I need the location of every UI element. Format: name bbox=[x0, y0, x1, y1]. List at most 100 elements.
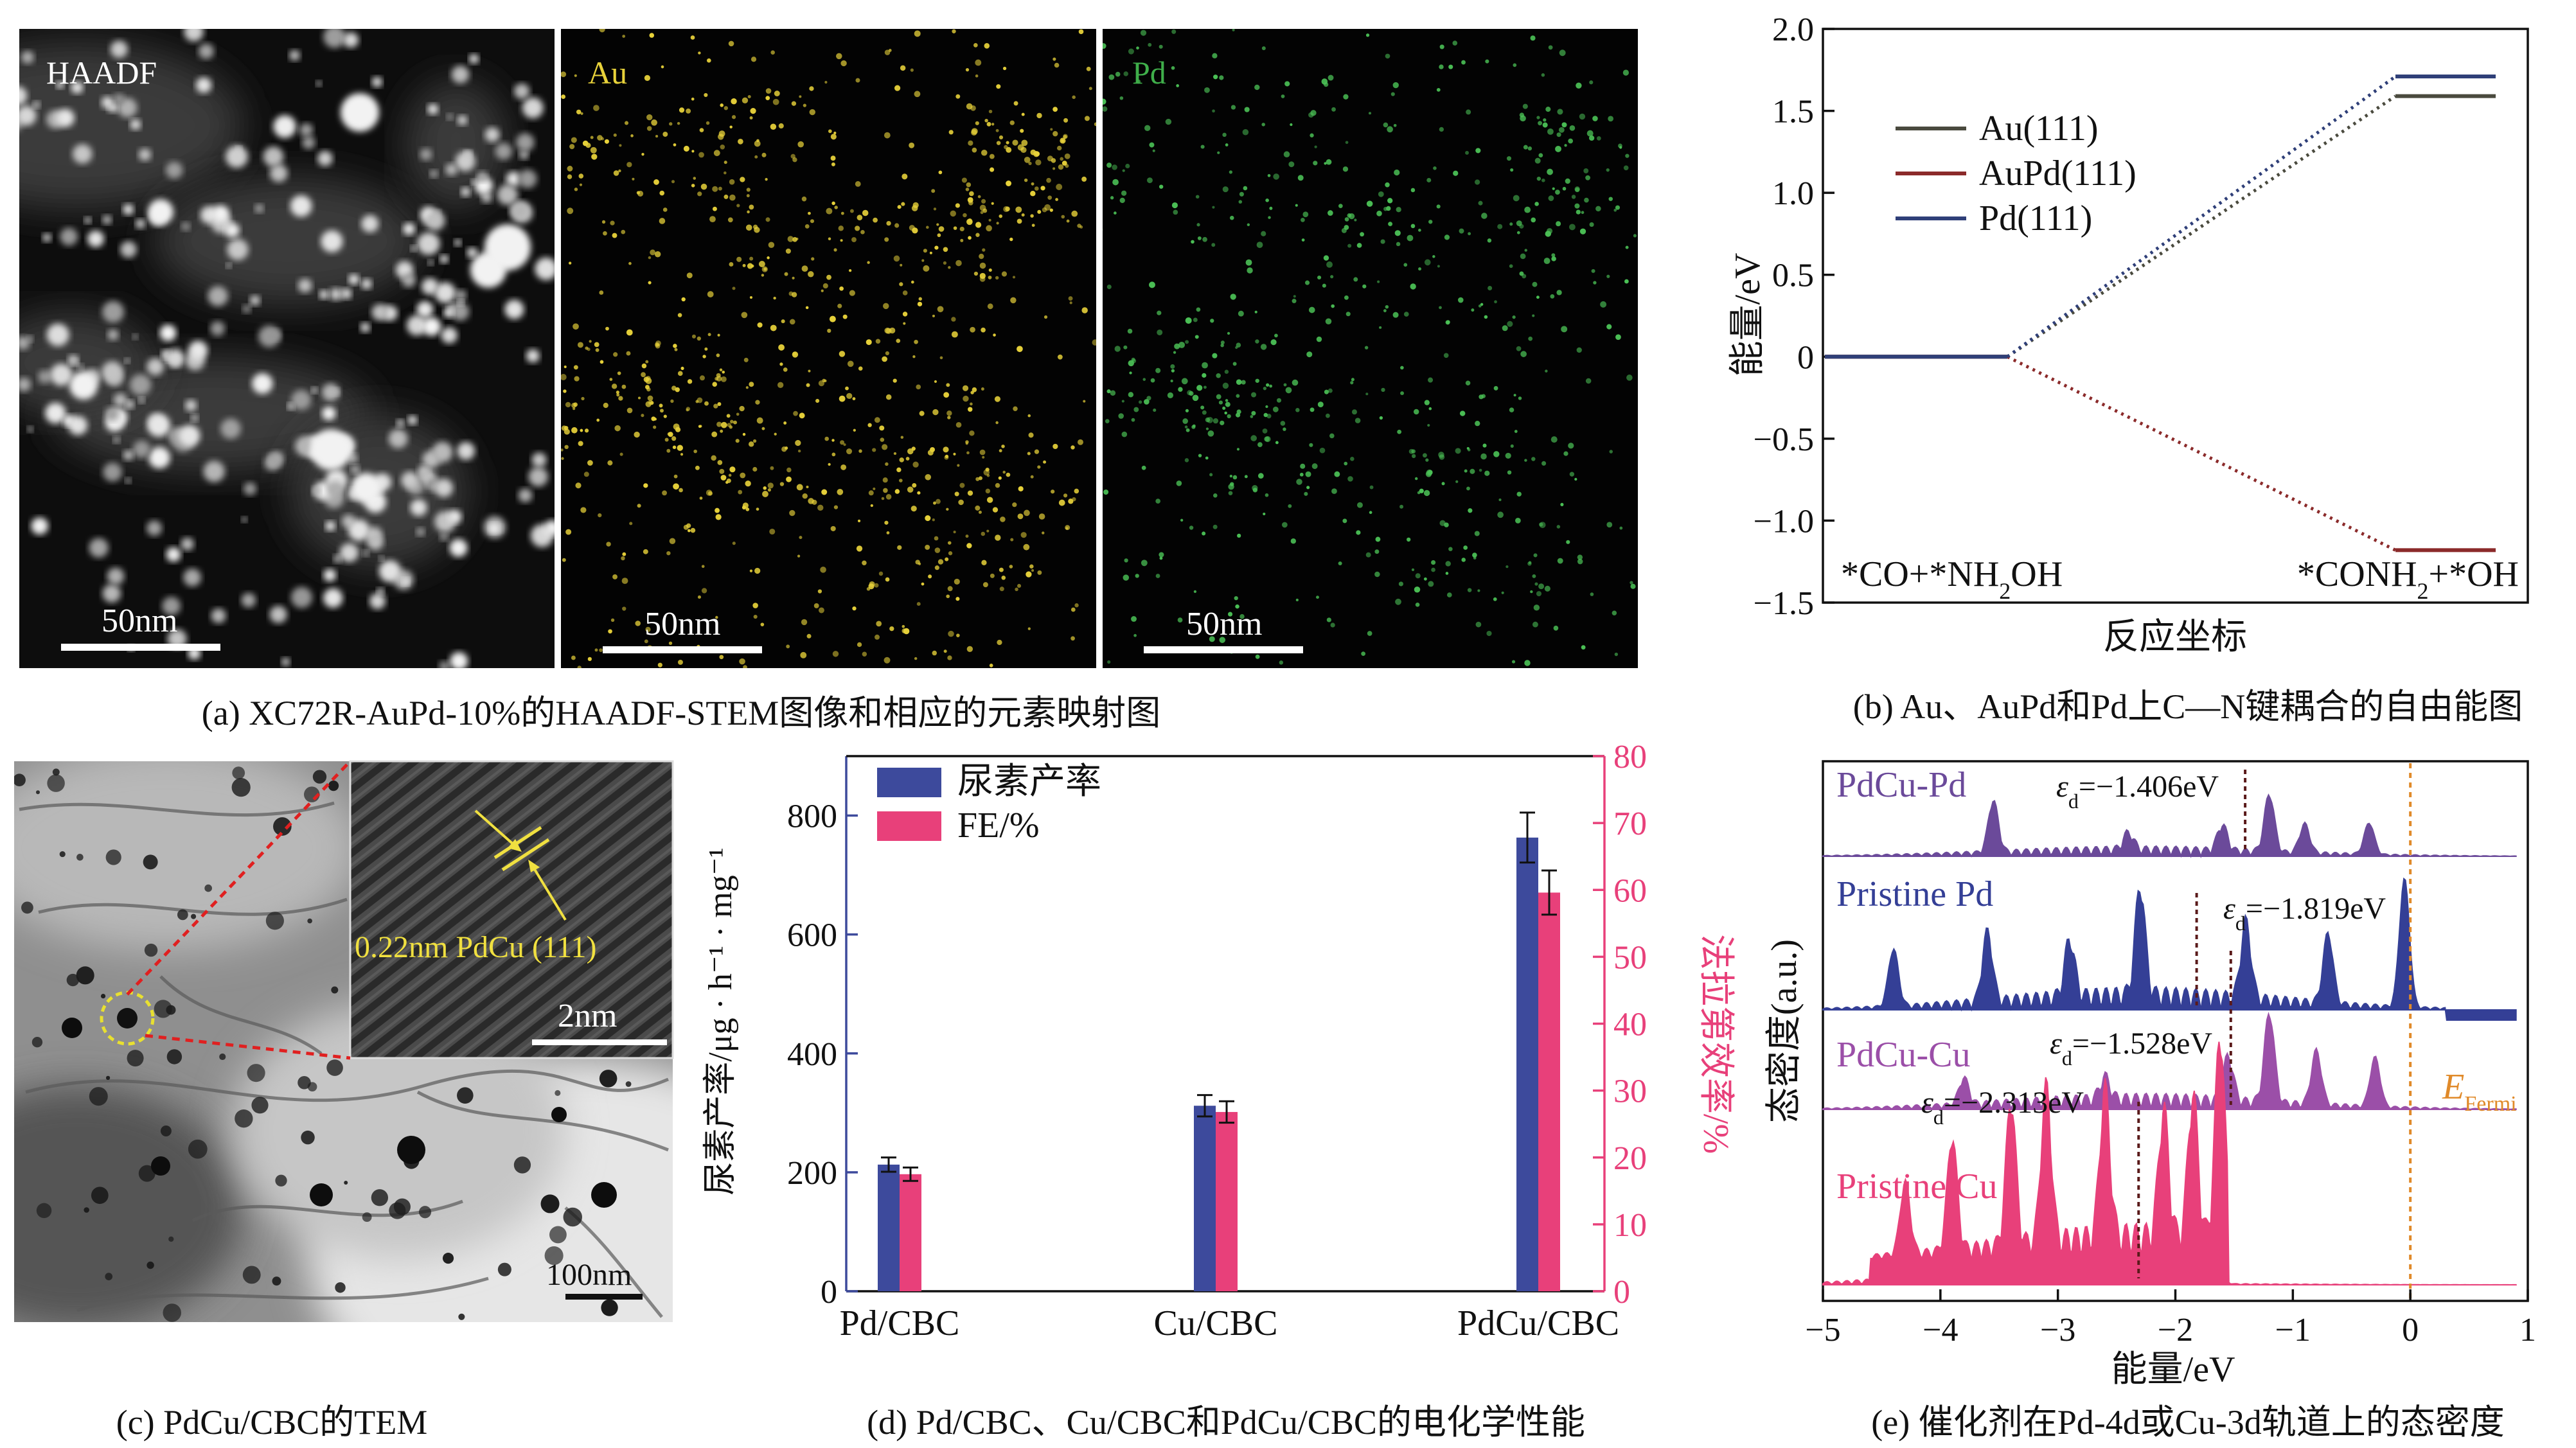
mapping-dot bbox=[1149, 142, 1155, 148]
mapping-dot bbox=[680, 366, 684, 370]
mapping-dot bbox=[1463, 545, 1468, 550]
mapping-dot bbox=[966, 646, 973, 652]
mapping-dot bbox=[1316, 336, 1322, 342]
mapping-dot bbox=[1414, 477, 1418, 481]
mapping-dot bbox=[1003, 206, 1009, 213]
mapping-dot bbox=[1326, 617, 1331, 622]
mapping-dot bbox=[954, 491, 959, 497]
haadf-particle bbox=[103, 463, 122, 482]
mapping-dot bbox=[1350, 457, 1355, 461]
carbon-sheets bbox=[19, 801, 669, 1318]
mapping-dot bbox=[693, 177, 697, 180]
mapping-dot bbox=[1123, 574, 1130, 581]
mapping-dot bbox=[1585, 378, 1592, 384]
mapping-dot bbox=[867, 261, 870, 264]
x-tick-label-e: 1 bbox=[2519, 1312, 2536, 1348]
mapping-dot bbox=[587, 460, 593, 466]
haadf-particle bbox=[294, 436, 315, 456]
mapping-dot bbox=[1074, 488, 1079, 494]
haadf-particle bbox=[73, 144, 93, 164]
mapping-dot bbox=[1013, 101, 1018, 106]
mapping-dot bbox=[641, 372, 646, 378]
mapping-dot bbox=[1112, 164, 1117, 170]
mapping-dot bbox=[701, 565, 705, 569]
mapping-dot bbox=[969, 191, 974, 197]
mapping-dot bbox=[608, 629, 612, 634]
mapping-dot bbox=[1342, 166, 1349, 172]
mapping-dot bbox=[1365, 393, 1369, 396]
mapping-dot bbox=[643, 549, 648, 554]
mapping-dot bbox=[713, 403, 718, 409]
mapping-dot bbox=[946, 383, 950, 387]
mapping-dot bbox=[1230, 105, 1236, 110]
metal-particle bbox=[35, 790, 40, 795]
mapping-dot bbox=[598, 513, 602, 518]
mapping-dot bbox=[818, 607, 824, 614]
mapping-dot bbox=[1425, 458, 1429, 462]
mapping-dot bbox=[613, 170, 619, 176]
mapping-dot bbox=[1530, 35, 1536, 41]
mapping-dot bbox=[1470, 468, 1475, 474]
mapping-dot bbox=[646, 376, 651, 381]
mapping-dot bbox=[1069, 301, 1072, 305]
caption-e: (e) 催化剂在Pd-4d或Cu-3d轨道上的态密度 bbox=[1871, 1403, 2504, 1442]
mapping-dot bbox=[773, 296, 776, 300]
mapping-dot bbox=[951, 317, 956, 322]
haadf-particle bbox=[198, 43, 214, 59]
mapping-dot bbox=[1155, 499, 1160, 504]
mapping-dot bbox=[1047, 195, 1053, 200]
mapping-dot bbox=[1141, 465, 1146, 470]
mapping-dot bbox=[959, 482, 965, 488]
mapping-dot bbox=[1181, 378, 1188, 385]
mapping-dot bbox=[826, 274, 831, 280]
mapping-dot bbox=[1585, 175, 1590, 181]
mapping-dot bbox=[953, 452, 956, 455]
mapping-dot bbox=[1426, 177, 1432, 182]
mapping-dot bbox=[1481, 213, 1488, 219]
legend-label-b: Pd(111) bbox=[1979, 199, 2092, 238]
mapping-dot bbox=[853, 428, 856, 432]
mapping-dot bbox=[1383, 122, 1389, 128]
haadf-particle bbox=[191, 414, 199, 422]
haadf-particle bbox=[181, 222, 190, 231]
mapping-dot bbox=[1377, 280, 1380, 283]
mapping-dot bbox=[1129, 371, 1132, 375]
mapping-dot bbox=[936, 499, 941, 504]
mapping-dot bbox=[986, 497, 993, 503]
mapping-dot bbox=[1195, 195, 1200, 199]
mapping-dot bbox=[779, 362, 783, 366]
haadf-particle bbox=[495, 143, 512, 160]
haadf-particle bbox=[258, 325, 281, 348]
mapping-dot bbox=[693, 449, 697, 454]
mapping-dot bbox=[900, 65, 906, 71]
metal-particle bbox=[307, 918, 312, 924]
mapping-dot bbox=[1118, 413, 1124, 419]
mapping-dot bbox=[1086, 66, 1091, 71]
metal-particle bbox=[76, 854, 84, 861]
mapping-dot bbox=[849, 290, 855, 296]
mapping-dot bbox=[1227, 414, 1231, 419]
mapping-dot bbox=[831, 201, 835, 206]
mapping-dot bbox=[1244, 107, 1250, 112]
mapping-dot bbox=[728, 40, 734, 47]
mapping-dot bbox=[583, 472, 589, 477]
mapping-dot bbox=[1530, 590, 1533, 594]
mapping-dot bbox=[1541, 461, 1547, 466]
mapping-dot bbox=[1217, 151, 1220, 154]
haadf-particle bbox=[102, 215, 112, 225]
mapping-dot bbox=[1031, 224, 1035, 227]
metal-particle bbox=[59, 851, 66, 858]
mapping-dot bbox=[846, 448, 853, 455]
tem-scale-bar bbox=[565, 1294, 643, 1300]
mapping-dot bbox=[722, 370, 725, 374]
mapping-dot bbox=[1355, 418, 1361, 423]
mapping-dot bbox=[808, 211, 811, 215]
haadf-particle bbox=[378, 560, 402, 583]
mapping-dot bbox=[1502, 325, 1508, 331]
metal-particle bbox=[138, 1165, 155, 1182]
haadf-particle bbox=[323, 29, 346, 48]
state-label-final: *CONH2+*OH bbox=[2297, 554, 2519, 604]
selected-particle bbox=[117, 1008, 138, 1029]
mapping-dot bbox=[749, 569, 753, 572]
mapping-dot bbox=[1550, 294, 1555, 299]
